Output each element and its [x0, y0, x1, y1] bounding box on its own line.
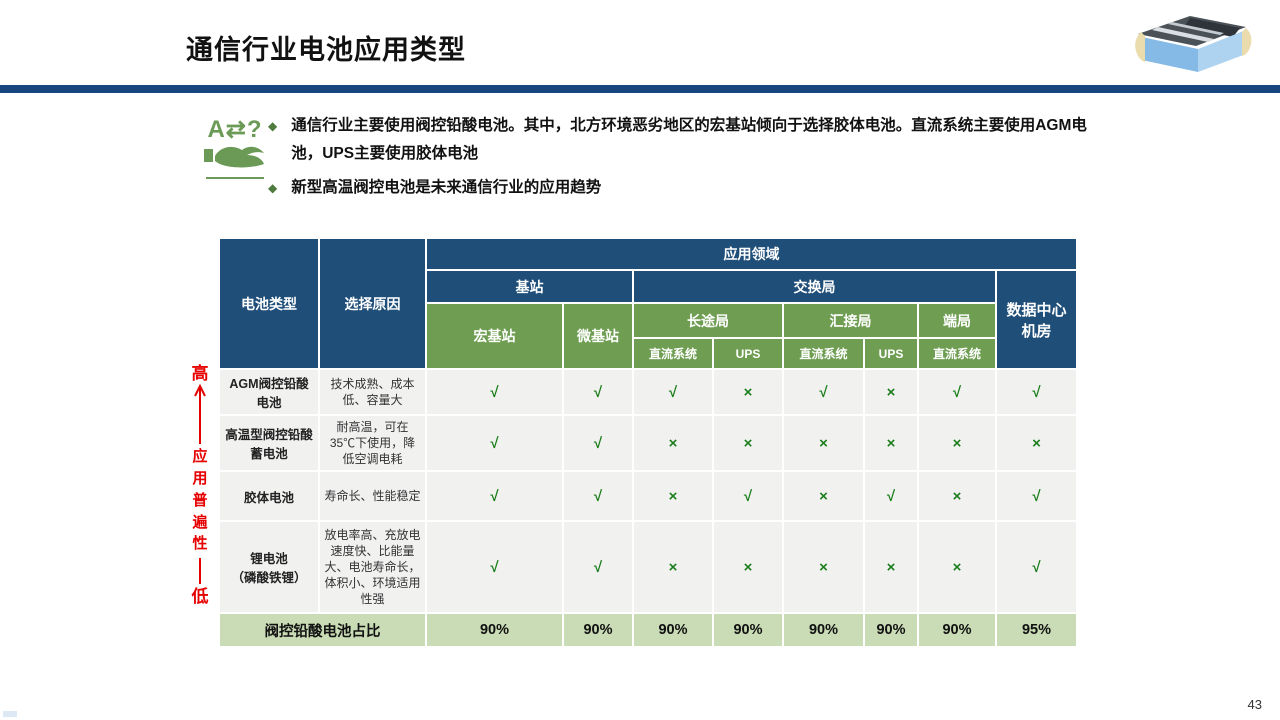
header-reason: 选择原因 — [318, 237, 427, 370]
mark-cell: × — [863, 368, 919, 416]
mark-cell: × — [782, 520, 865, 614]
table-row: AGM阀控铅酸电池 技术成熟、成本低、容量大 √ √ √ × √ × √ √ — [218, 368, 1078, 416]
battery-illustration-icon — [1135, 16, 1252, 72]
header-tandem: 汇接局 — [782, 302, 919, 339]
prevalence-axis: 高 应用普遍性 低 — [185, 364, 215, 620]
bullet-item: ◆ 新型高温阀控电池是未来通信行业的应用趋势 — [268, 174, 1110, 202]
header-micro-station: 微基站 — [562, 302, 634, 370]
mark-cell: √ — [425, 470, 564, 522]
mark-cell: √ — [562, 470, 634, 522]
mark-cell: √ — [425, 520, 564, 614]
header-base-station: 基站 — [425, 269, 634, 304]
mark-cell: √ — [562, 368, 634, 416]
battery-reason: 放电率高、充放电速度快、比能量大、电池寿命长，体积小、环境适用性强 — [318, 520, 427, 614]
mark-cell: √ — [562, 414, 634, 472]
diamond-bullet-icon: ◆ — [268, 181, 278, 195]
mark-cell: × — [863, 414, 919, 472]
mark-cell: √ — [995, 470, 1078, 522]
mark-cell: √ — [712, 470, 784, 522]
title-divider-bar — [0, 85, 1280, 93]
bullet-list: ◆ 通信行业主要使用阀控铅酸电池。其中，北方环境恶劣地区的宏基站倾向于选择胶体电… — [268, 112, 1110, 208]
mark-cell: √ — [917, 368, 997, 416]
battery-reason: 寿命长、性能稳定 — [318, 470, 427, 522]
header-macro-station: 宏基站 — [425, 302, 564, 370]
mark-cell: × — [632, 414, 714, 472]
battery-reason: 耐高温，可在35℃下使用，降低空调电耗 — [318, 414, 427, 472]
battery-application-table: 电池类型 选择原因 应用领域 基站 交换局 数据中心机房 宏基站 微基站 长途局… — [218, 237, 1078, 648]
axis-low-label: 低 — [191, 587, 209, 607]
axis-label: 应用普遍性 — [192, 448, 208, 553]
mark-cell: √ — [863, 470, 919, 522]
header-long-distance: 长途局 — [632, 302, 784, 339]
footer-value: 90% — [782, 612, 865, 648]
footer-value: 90% — [712, 612, 784, 648]
footer-value: 90% — [562, 612, 634, 648]
hand-icon — [204, 146, 264, 168]
header-td-ups: UPS — [863, 337, 919, 370]
battery-reason: 技术成熟、成本低、容量大 — [318, 368, 427, 416]
qa-icon-text: A⇄? — [207, 116, 263, 143]
mark-cell: × — [632, 520, 714, 614]
footer-row: 阀控铅酸电池占比 90% 90% 90% 90% 90% 90% 90% 95% — [218, 612, 1078, 648]
mark-cell: √ — [995, 368, 1078, 416]
axis-line — [199, 558, 201, 585]
table-row: 高温型阀控铅酸蓄电池 耐高温，可在35℃下使用，降低空调电耗 √ √ × × ×… — [218, 414, 1078, 472]
icon-underline — [206, 177, 264, 179]
mark-cell: √ — [562, 520, 634, 614]
header-application-area: 应用领域 — [425, 237, 1078, 271]
page-title: 通信行业电池应用类型 — [186, 35, 466, 65]
mark-cell: × — [712, 414, 784, 472]
mark-cell: √ — [782, 368, 865, 416]
footer-value: 90% — [425, 612, 564, 648]
header-td-dc: 直流系统 — [782, 337, 865, 370]
footer-value: 90% — [632, 612, 714, 648]
header-battery-type: 电池类型 — [218, 237, 320, 370]
footer-label: 阀控铅酸电池占比 — [218, 612, 427, 648]
mark-cell: √ — [425, 368, 564, 416]
table-row: 胶体电池 寿命长、性能稳定 √ √ × √ × √ × √ — [218, 470, 1078, 522]
mark-cell: × — [917, 470, 997, 522]
diamond-bullet-icon: ◆ — [268, 119, 278, 133]
table-row: 锂电池 （磷酸铁锂） 放电率高、充放电速度快、比能量大、电池寿命长，体积小、环境… — [218, 520, 1078, 614]
battery-name: 锂电池 （磷酸铁锂） — [218, 520, 320, 614]
header-ld-ups: UPS — [712, 337, 784, 370]
mark-cell: × — [917, 520, 997, 614]
battery-name: 胶体电池 — [218, 470, 320, 522]
page-number: 43 — [1247, 697, 1262, 712]
bullet-text: 通信行业主要使用阀控铅酸电池。其中，北方环境恶劣地区的宏基站倾向于选择胶体电池。… — [291, 117, 1087, 162]
header-exchange: 交换局 — [632, 269, 997, 304]
mark-cell: × — [917, 414, 997, 472]
battery-name: 高温型阀控铅酸蓄电池 — [218, 414, 320, 472]
mark-cell: √ — [632, 368, 714, 416]
axis-high-label: 高 — [191, 364, 209, 383]
mark-cell: × — [782, 414, 865, 472]
mark-cell: √ — [425, 414, 564, 472]
header-eo-dc: 直流系统 — [917, 337, 997, 370]
mark-cell: × — [712, 520, 784, 614]
battery-name: AGM阀控铅酸电池 — [218, 368, 320, 416]
header-end-office: 端局 — [917, 302, 997, 339]
header-data-center: 数据中心机房 — [995, 269, 1078, 370]
mark-cell: × — [712, 368, 784, 416]
corner-artifact — [3, 711, 17, 717]
mark-cell: × — [632, 470, 714, 522]
header-ld-dc: 直流系统 — [632, 337, 714, 370]
footer-value: 90% — [863, 612, 919, 648]
mark-cell: √ — [995, 520, 1078, 614]
bullet-item: ◆ 通信行业主要使用阀控铅酸电池。其中，北方环境恶劣地区的宏基站倾向于选择胶体电… — [268, 112, 1110, 168]
mark-cell: × — [863, 520, 919, 614]
footer-value: 90% — [917, 612, 997, 648]
mark-cell: × — [995, 414, 1078, 472]
mark-cell: × — [782, 470, 865, 522]
footer-value: 95% — [995, 612, 1078, 648]
bullet-text: 新型高温阀控电池是未来通信行业的应用趋势 — [291, 179, 602, 196]
up-arrow-icon — [194, 384, 206, 445]
qa-hand-icon: A⇄? — [200, 118, 270, 179]
